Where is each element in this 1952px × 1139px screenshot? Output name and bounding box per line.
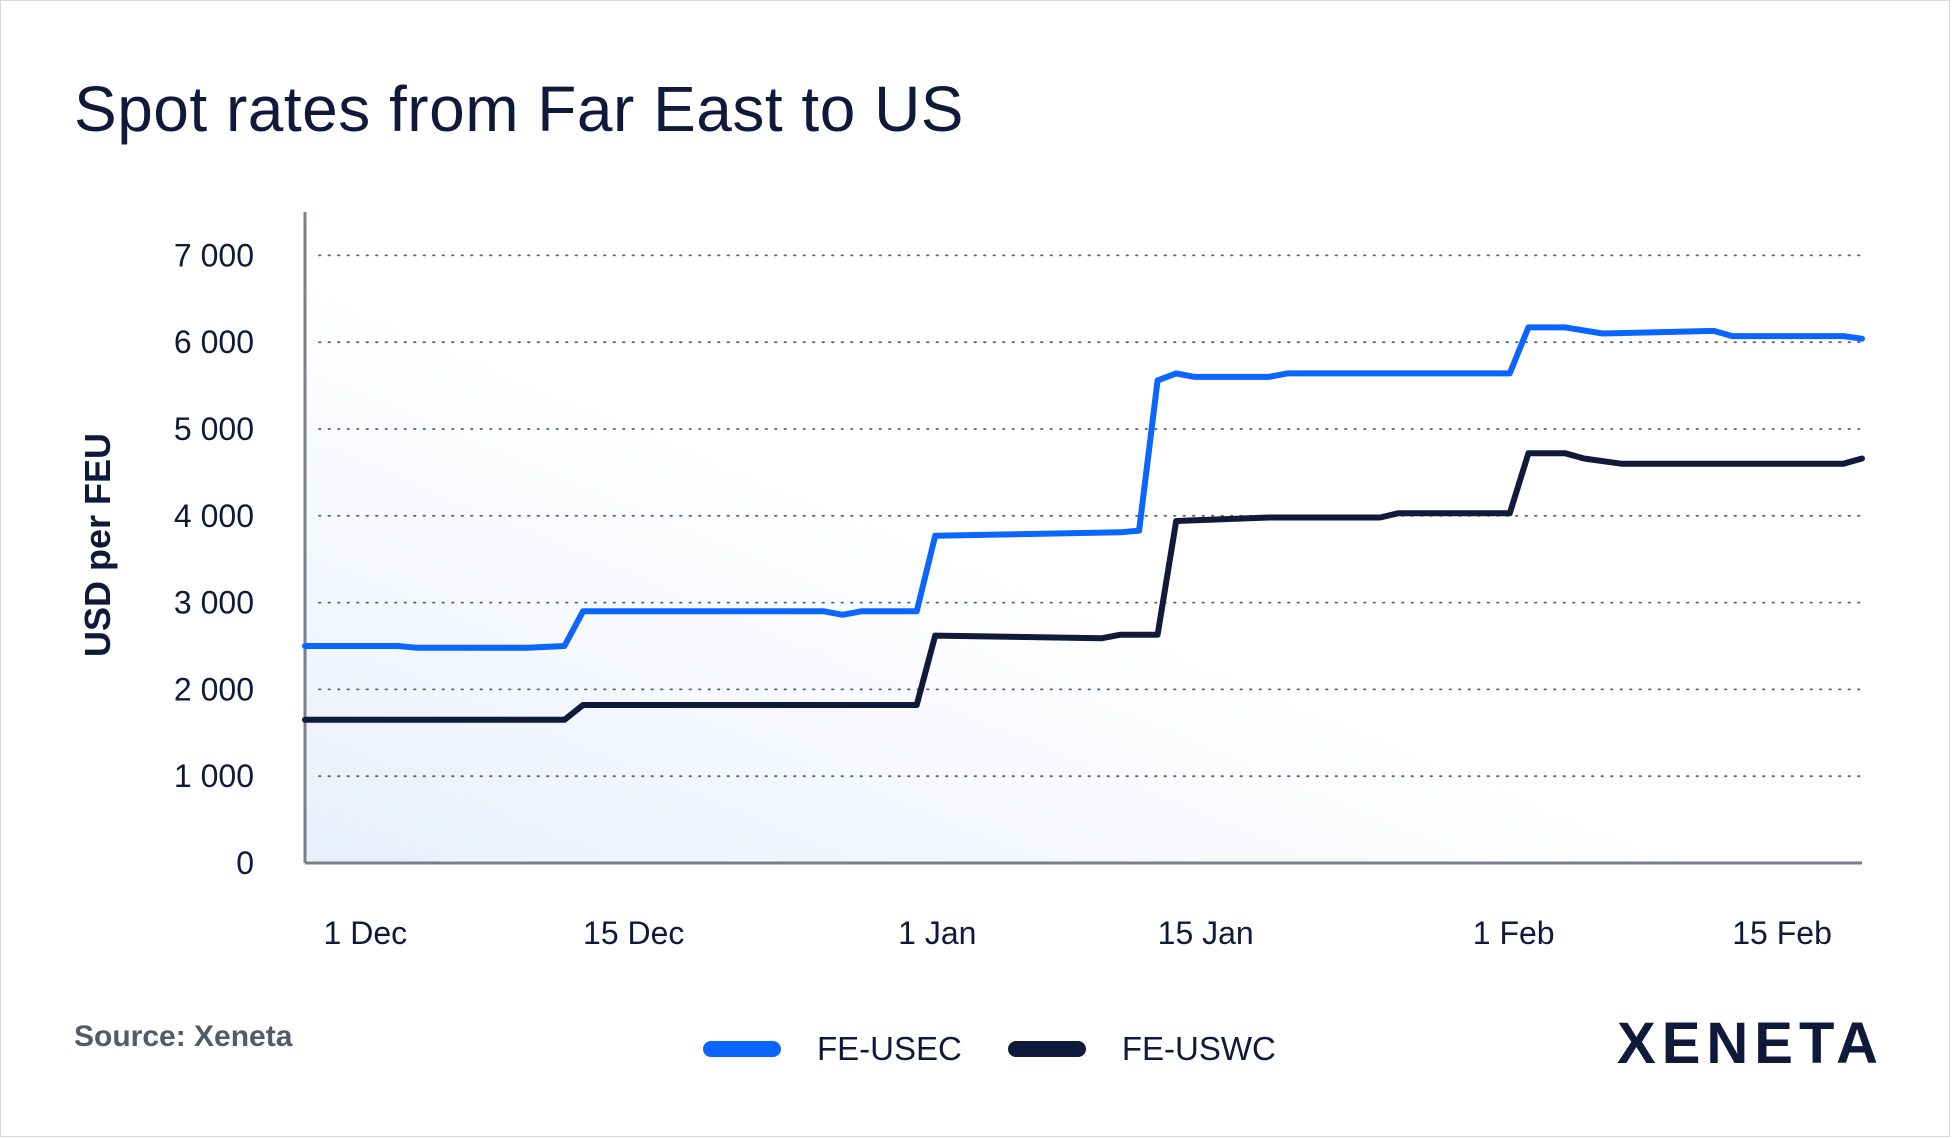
legend-swatch-fe-usec — [703, 1041, 781, 1057]
y-tick-label: 6 000 — [174, 324, 254, 360]
x-tick-labels: 1 Dec 15 Dec 1 Jan 15 Jan 1 Feb 15 Feb — [324, 915, 1832, 951]
xeneta-logo: XENETA — [1617, 1011, 1884, 1076]
source-note: Source: Xeneta — [74, 1020, 293, 1053]
legend-item-fe-usec: FE-USEC — [703, 1030, 962, 1068]
axes — [303, 212, 1862, 865]
legend: FE-USEC FE-USWC — [703, 1030, 1322, 1068]
y-tick-label: 2 000 — [174, 671, 254, 707]
y-tick-label: 3 000 — [174, 585, 254, 621]
x-tick-label: 1 Jan — [898, 915, 976, 951]
x-tick-label: 1 Dec — [324, 915, 408, 951]
x-tick-label: 1 Feb — [1473, 915, 1555, 951]
legend-item-fe-uswc: FE-USWC — [1007, 1030, 1276, 1068]
x-tick-label: 15 Dec — [583, 915, 684, 951]
series-line-fe-usec — [302, 324, 1865, 651]
y-tick-label: 7 000 — [174, 237, 254, 273]
y-tick-labels: 0 1 000 2 000 3 000 4 000 5 000 6 000 7 000 — [174, 237, 254, 881]
y-tick-label: 5 000 — [174, 411, 254, 447]
y-tick-label: 0 — [236, 845, 254, 881]
y-tick-label: 4 000 — [174, 498, 254, 534]
legend-label-fe-uswc: FE-USWC — [1121, 1030, 1276, 1067]
chart-title: Spot rates from Far East to US — [74, 73, 964, 145]
gridlines — [318, 254, 1863, 778]
legend-label-fe-usec: FE-USEC — [817, 1030, 962, 1067]
plot-background — [305, 212, 1862, 863]
series-lines — [302, 324, 1865, 723]
x-tick-label: 15 Feb — [1732, 915, 1832, 951]
y-tick-label: 1 000 — [174, 758, 254, 794]
x-tick-label: 15 Jan — [1158, 915, 1254, 951]
series-line-fe-uswc — [302, 450, 1865, 723]
legend-swatch-fe-uswc — [1007, 1041, 1086, 1057]
